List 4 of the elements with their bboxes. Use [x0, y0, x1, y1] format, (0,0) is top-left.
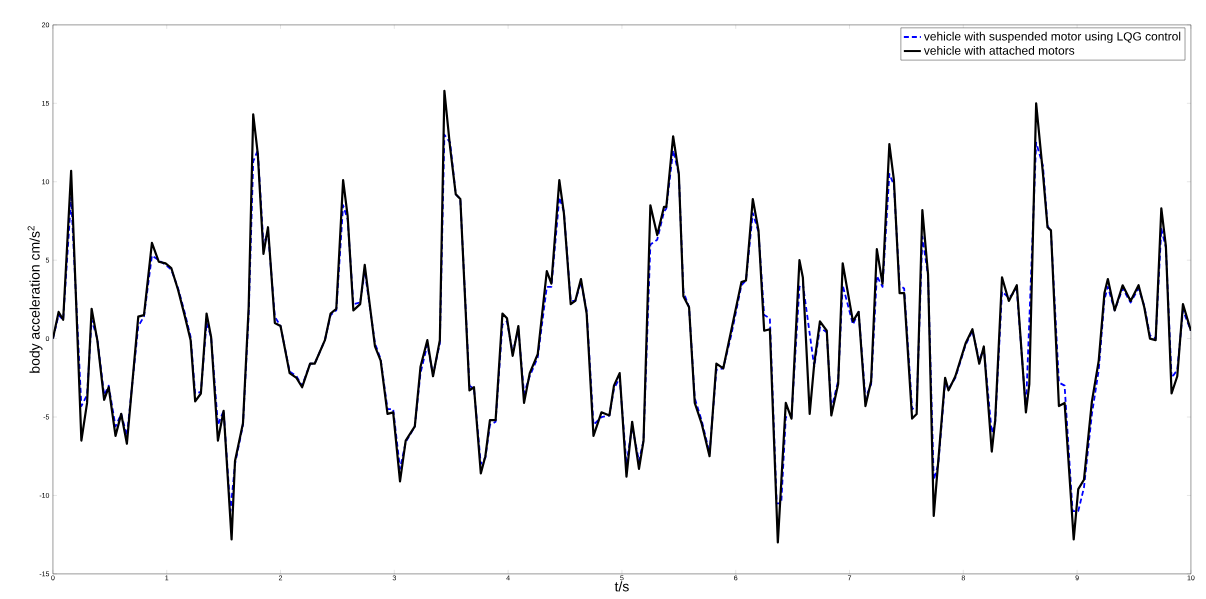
- legend-label: vehicle with attached motors: [923, 45, 1075, 55]
- x-axis-title: t/s: [614, 581, 629, 592]
- y-axis-title: body acceleration cm/s$^{2}$: [27, 226, 43, 373]
- legend-label: vehicle with suspended motor using LQG control: [923, 31, 1181, 43]
